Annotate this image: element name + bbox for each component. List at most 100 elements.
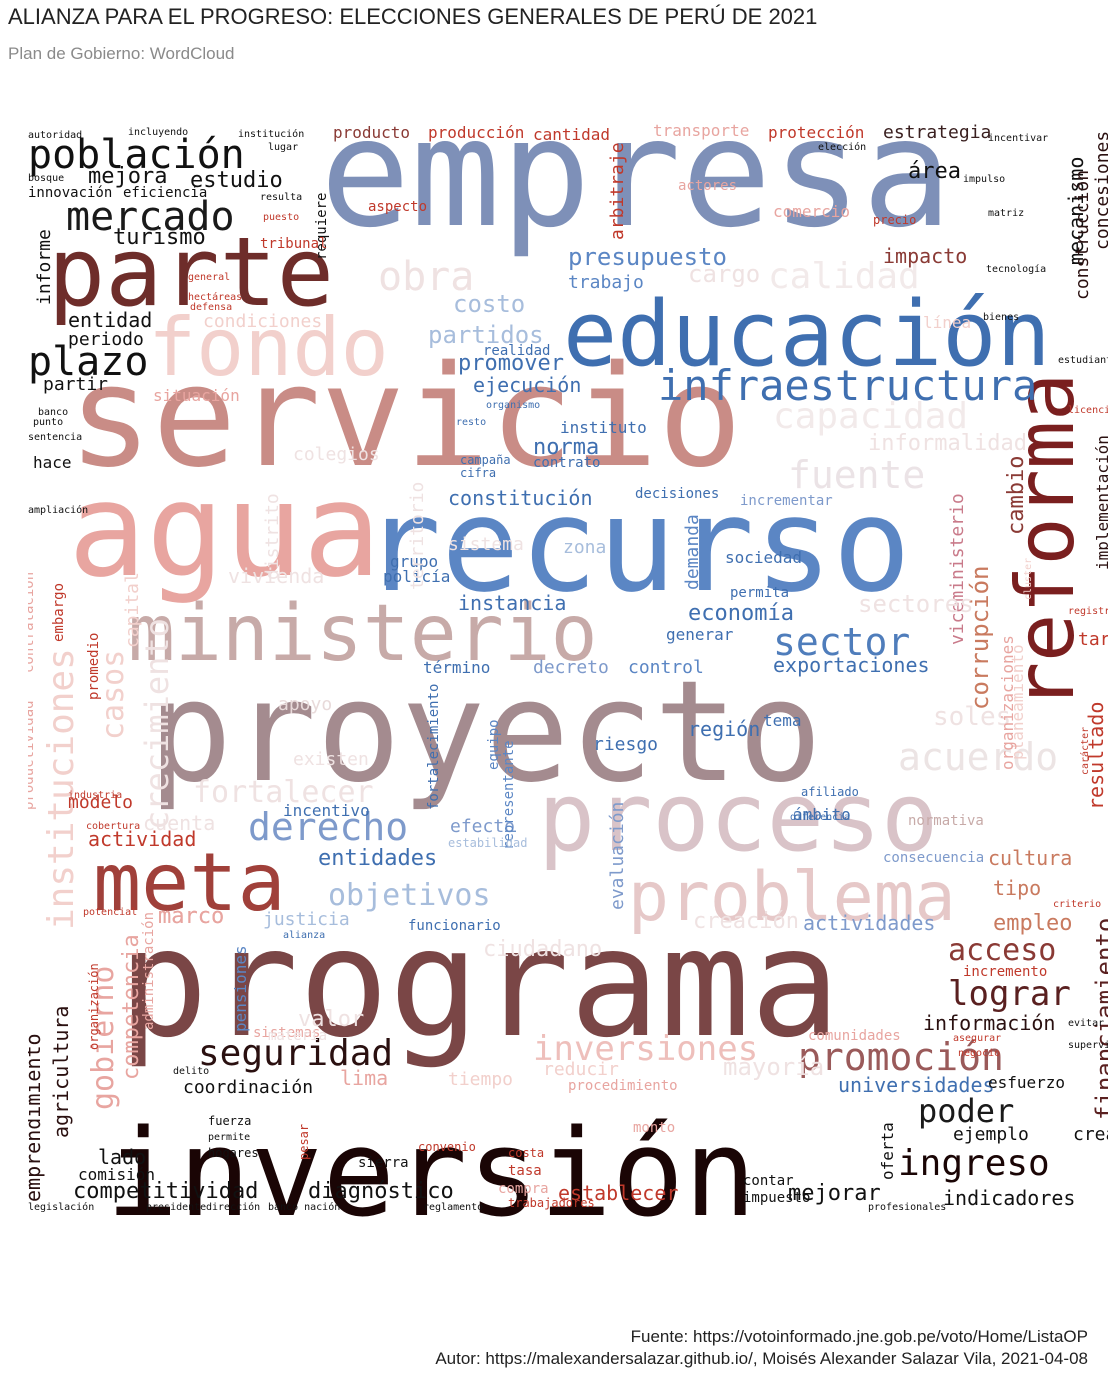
cloud-word: supervisión bbox=[1068, 1039, 1108, 1051]
cloud-word: tribunal bbox=[260, 236, 327, 252]
cloud-word: costo bbox=[453, 290, 525, 318]
cloud-word: campaña bbox=[460, 453, 511, 467]
cloud-word: vivienda bbox=[228, 564, 324, 588]
cloud-word: promedio bbox=[86, 633, 102, 700]
cloud-word: mejora bbox=[88, 164, 167, 189]
cloud-word: compra bbox=[498, 1181, 549, 1197]
cloud-word: colegios bbox=[293, 444, 380, 465]
cloud-word: sector bbox=[773, 620, 910, 664]
cloud-word: precio bbox=[873, 213, 916, 227]
cloud-word: plazo bbox=[28, 339, 148, 385]
cloud-word: recurso bbox=[363, 469, 911, 621]
cloud-word: fortalecimiento bbox=[426, 684, 442, 810]
cloud-word: estrategia bbox=[883, 122, 991, 143]
cloud-word: evitar bbox=[1068, 1018, 1104, 1029]
cloud-word: informe bbox=[34, 229, 55, 305]
cloud-word: partidos bbox=[428, 321, 544, 349]
cloud-word: lado bbox=[98, 1145, 146, 1169]
cloud-word: valor bbox=[298, 1007, 364, 1032]
cloud-word: tipo bbox=[993, 876, 1041, 900]
cloud-word: incrementar bbox=[740, 493, 833, 509]
cloud-word: ámbito bbox=[793, 805, 851, 824]
cloud-word: inversiones bbox=[533, 1029, 758, 1069]
cloud-word: equipo bbox=[486, 719, 502, 770]
cloud-word: efecto bbox=[450, 816, 515, 837]
cloud-word: dirección bbox=[206, 1201, 260, 1213]
cloud-word: evaluación bbox=[607, 802, 628, 910]
cloud-word: negocio bbox=[958, 1048, 1000, 1059]
cloud-word: crear bbox=[1073, 1124, 1108, 1145]
cloud-word: funcionario bbox=[408, 918, 501, 934]
cloud-word: matriz bbox=[988, 208, 1024, 219]
cloud-word: resto bbox=[456, 417, 486, 428]
cloud-word: agricultura bbox=[49, 1006, 73, 1138]
cloud-word: afiliado bbox=[801, 785, 859, 799]
cloud-word: instituciones bbox=[41, 648, 82, 930]
cloud-word: cargo bbox=[688, 260, 760, 288]
cloud-word: obra bbox=[378, 254, 474, 300]
cloud-word: demanda bbox=[682, 514, 703, 590]
cloud-word: requiere bbox=[314, 193, 330, 260]
cloud-word: general bbox=[188, 272, 230, 283]
cloud-word: existen bbox=[293, 749, 369, 770]
cloud-word: mejorar bbox=[788, 1181, 881, 1206]
cloud-word: exportaciones bbox=[773, 653, 930, 677]
cloud-word: mayoría bbox=[723, 1053, 824, 1081]
cloud-word: tecnología bbox=[986, 263, 1046, 275]
cloud-word: derecho bbox=[248, 805, 408, 849]
cloud-word: reforma bbox=[999, 373, 1092, 710]
cloud-word: cambio bbox=[1004, 456, 1029, 535]
cloud-word: decreto bbox=[533, 657, 609, 678]
cloud-word: promoción bbox=[798, 1035, 1004, 1079]
cloud-word: planeamiento bbox=[1008, 644, 1027, 760]
cloud-word: bosque bbox=[28, 173, 64, 184]
cloud-word: reglamento bbox=[423, 1202, 483, 1213]
cloud-word: soles bbox=[933, 702, 1011, 732]
cloud-word: delito bbox=[173, 1066, 209, 1077]
cloud-word: comercio bbox=[773, 202, 850, 221]
cloud-word: registro bbox=[1068, 606, 1108, 617]
cloud-word: generar bbox=[666, 625, 734, 644]
cloud-word: coordinación bbox=[183, 1077, 313, 1098]
cloud-word: criterio bbox=[1053, 899, 1101, 910]
cloud-word: licencia bbox=[1068, 405, 1108, 416]
cloud-word: contrato bbox=[533, 455, 600, 471]
cloud-word: innovación bbox=[28, 185, 112, 201]
page-subtitle: Plan de Gobierno: WordCloud bbox=[8, 44, 235, 63]
cloud-word: materia bbox=[268, 1028, 327, 1044]
cloud-word: establecer bbox=[558, 1181, 678, 1205]
cloud-word: sociedad bbox=[725, 548, 802, 567]
cloud-word: cluster bbox=[1023, 558, 1034, 600]
cloud-word: construcción bbox=[1072, 170, 1093, 300]
cloud-word: diferencia bbox=[790, 812, 850, 823]
cloud-word: comisión bbox=[78, 1165, 155, 1184]
cloud-word: cantidad bbox=[533, 125, 610, 144]
cloud-word: servicio bbox=[68, 336, 742, 499]
cloud-word: ministerio bbox=[128, 589, 598, 679]
cloud-word: alianza bbox=[283, 930, 325, 941]
cloud-word: producto bbox=[333, 123, 410, 142]
cloud-word: sentencia bbox=[28, 432, 82, 443]
cloud-word: seguridad bbox=[198, 1033, 393, 1074]
cloud-word: informalidad bbox=[868, 431, 1027, 456]
cloud-word: fondo bbox=[148, 301, 389, 394]
cloud-word: bienes bbox=[983, 312, 1019, 323]
cloud-word: procedimiento bbox=[568, 1078, 678, 1094]
cloud-word: norma bbox=[533, 435, 599, 460]
cloud-word: infraestructura bbox=[658, 361, 1037, 410]
cloud-word: actividad bbox=[88, 827, 196, 851]
cloud-word: actores bbox=[678, 178, 737, 194]
cloud-word: trabajo bbox=[568, 272, 644, 293]
cloud-word: trabajadores bbox=[508, 1196, 595, 1210]
author-caption: Autor: https://malexandersalazar.github.… bbox=[435, 1349, 1088, 1368]
cloud-word: gobierno bbox=[86, 966, 121, 1111]
cloud-word: modelo bbox=[68, 792, 133, 813]
cloud-word: fortalecer bbox=[193, 775, 374, 810]
cloud-word: presupuesto bbox=[568, 243, 727, 271]
cloud-word: banco bbox=[38, 407, 68, 418]
cloud-word: instituto bbox=[560, 418, 647, 437]
cloud-word: competitividad bbox=[73, 1179, 258, 1204]
cloud-word: pesar bbox=[297, 1124, 311, 1160]
cloud-word: institución bbox=[238, 128, 304, 140]
cloud-word: eficiencia bbox=[123, 185, 207, 201]
